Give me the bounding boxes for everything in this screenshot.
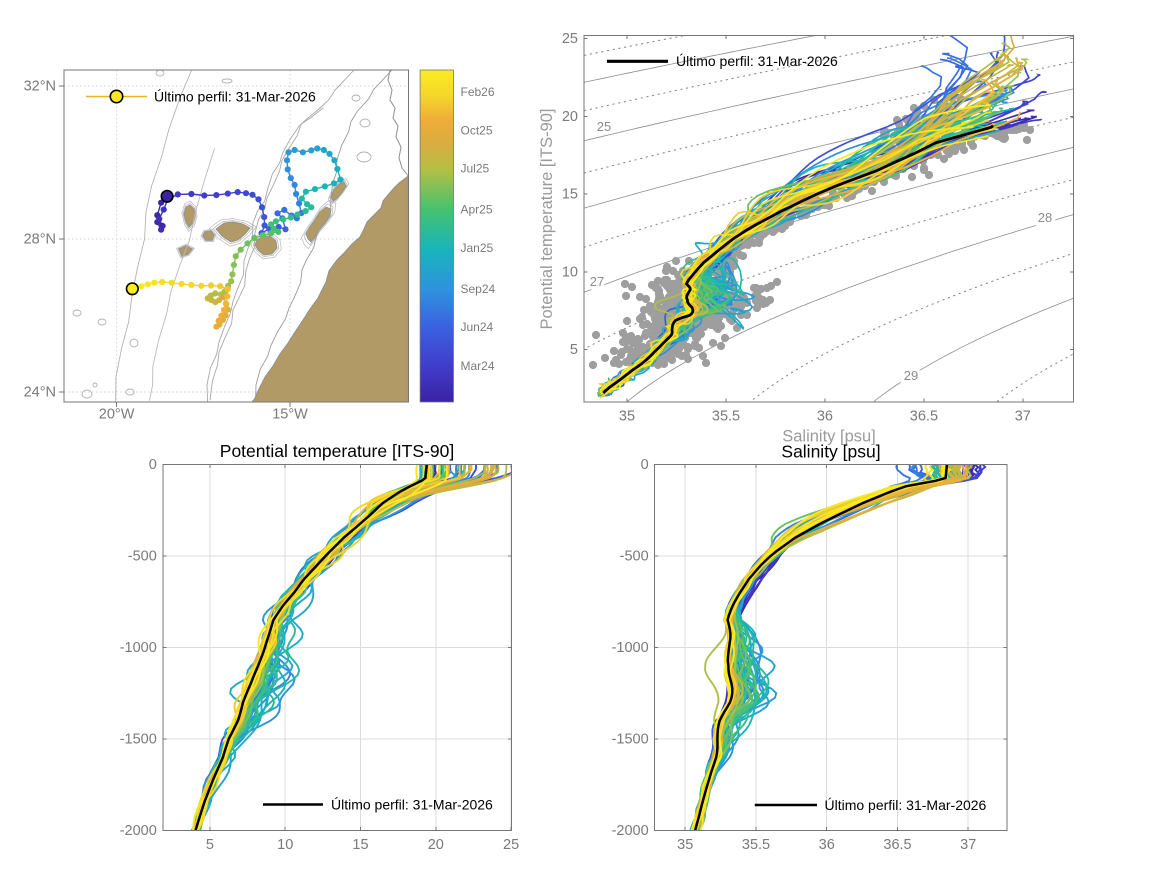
svg-text:32°N: 32°N [24,79,56,95]
svg-text:Potential temperature [ITS-90]: Potential temperature [ITS-90] [220,441,454,461]
svg-text:20: 20 [562,109,578,125]
svg-text:29: 29 [904,368,918,383]
svg-text:25: 25 [503,837,519,853]
svg-text:Sep24: Sep24 [461,282,496,296]
svg-text:20°W: 20°W [99,407,135,423]
svg-text:35.5: 35.5 [712,409,740,425]
svg-text:Potential temperature [ITS-90]: Potential temperature [ITS-90] [538,108,556,329]
svg-text:28: 28 [1038,210,1052,225]
svg-text:Último perfil: 31-Mar-2026: Último perfil: 31-Mar-2026 [154,89,316,105]
svg-text:Jan25: Jan25 [461,241,494,255]
svg-text:35: 35 [677,837,693,853]
svg-text:15: 15 [352,837,368,853]
svg-text:5: 5 [206,837,214,853]
svg-text:15: 15 [562,187,578,203]
svg-text:-500: -500 [128,548,157,564]
svg-text:-500: -500 [620,548,649,564]
svg-text:10: 10 [277,837,293,853]
svg-text:0: 0 [641,457,649,473]
svg-text:-1000: -1000 [120,640,157,656]
svg-text:Jun24: Jun24 [461,320,494,334]
svg-text:24°N: 24°N [24,385,56,401]
svg-text:36.5: 36.5 [883,837,911,853]
svg-text:35: 35 [619,409,635,425]
svg-text:Salinity [psu]: Salinity [psu] [781,442,880,462]
svg-text:25: 25 [597,119,611,134]
svg-text:Último perfil: 31-Mar-2026: Último perfil: 31-Mar-2026 [676,53,838,69]
svg-text:-1500: -1500 [612,732,649,748]
svg-text:25: 25 [562,31,578,47]
svg-text:28°N: 28°N [24,232,56,248]
svg-text:Feb26: Feb26 [461,85,495,99]
svg-text:27: 27 [590,274,604,289]
svg-text:Mar24: Mar24 [461,359,495,373]
svg-text:37: 37 [1015,409,1031,425]
svg-text:5: 5 [570,342,578,358]
svg-text:Último perfil: 31-Mar-2026: Último perfil: 31-Mar-2026 [825,797,987,813]
svg-text:Apr25: Apr25 [461,202,493,216]
svg-text:-2000: -2000 [120,823,157,839]
svg-text:Último perfil: 31-Mar-2026: Último perfil: 31-Mar-2026 [331,797,493,813]
svg-text:36: 36 [817,409,833,425]
svg-text:-1000: -1000 [612,640,649,656]
svg-text:36.5: 36.5 [910,409,938,425]
svg-text:37: 37 [960,837,976,853]
svg-text:0: 0 [149,457,157,473]
svg-text:20: 20 [428,837,444,853]
svg-text:10: 10 [562,264,578,280]
svg-text:-1500: -1500 [120,732,157,748]
svg-text:35.5: 35.5 [742,837,770,853]
svg-text:15°W: 15°W [272,407,308,423]
svg-text:Oct25: Oct25 [461,124,493,138]
svg-text:-2000: -2000 [612,823,649,839]
svg-text:Jul25: Jul25 [461,162,490,176]
svg-text:36: 36 [819,837,835,853]
